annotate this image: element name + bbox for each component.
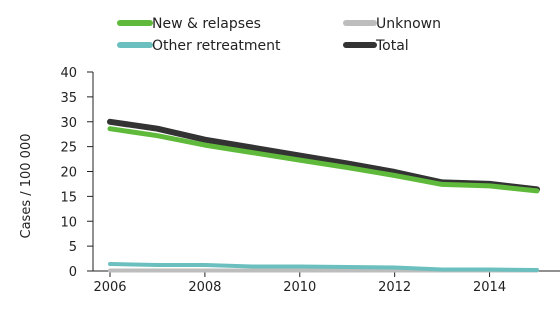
- x-tick-label: 2010: [283, 280, 316, 295]
- y-tick-label: 25: [60, 141, 77, 156]
- x-tick-label: 2008: [188, 280, 221, 295]
- y-tick-label: 40: [60, 66, 77, 81]
- series-line-other-retreatment: [108, 262, 539, 272]
- y-tick-label: 15: [60, 190, 77, 205]
- y-tick-label: 10: [60, 215, 77, 230]
- legend: New & relapses Unknown Other retreatment To…: [117, 16, 441, 54]
- series-line-total: [107, 118, 540, 193]
- legend-label-new-relapses: New & relapses: [152, 16, 261, 32]
- x-tick-label: 2012: [378, 280, 411, 295]
- axes: 0 5 10 15 20 25 30 35 40 2006 2008 2010 2012 2014: [60, 66, 560, 295]
- y-tick-label: 0: [69, 265, 77, 280]
- legend-label-other-retreatment: Other retreatment: [152, 38, 281, 54]
- series-line-new-relapses: [107, 126, 540, 194]
- y-tick-label: 20: [60, 166, 77, 181]
- legend-label-total: Total: [375, 38, 409, 54]
- legend-label-unknown: Unknown: [376, 16, 441, 32]
- x-tick-label: 2006: [93, 280, 126, 295]
- x-tick-label: 2014: [473, 280, 506, 295]
- y-tick-label: 30: [60, 116, 77, 131]
- series-layer: [107, 118, 540, 273]
- y-tick-label: 35: [60, 91, 77, 106]
- y-tick-label: 5: [69, 240, 77, 255]
- y-axis-title: Cases / 100 000: [19, 134, 34, 239]
